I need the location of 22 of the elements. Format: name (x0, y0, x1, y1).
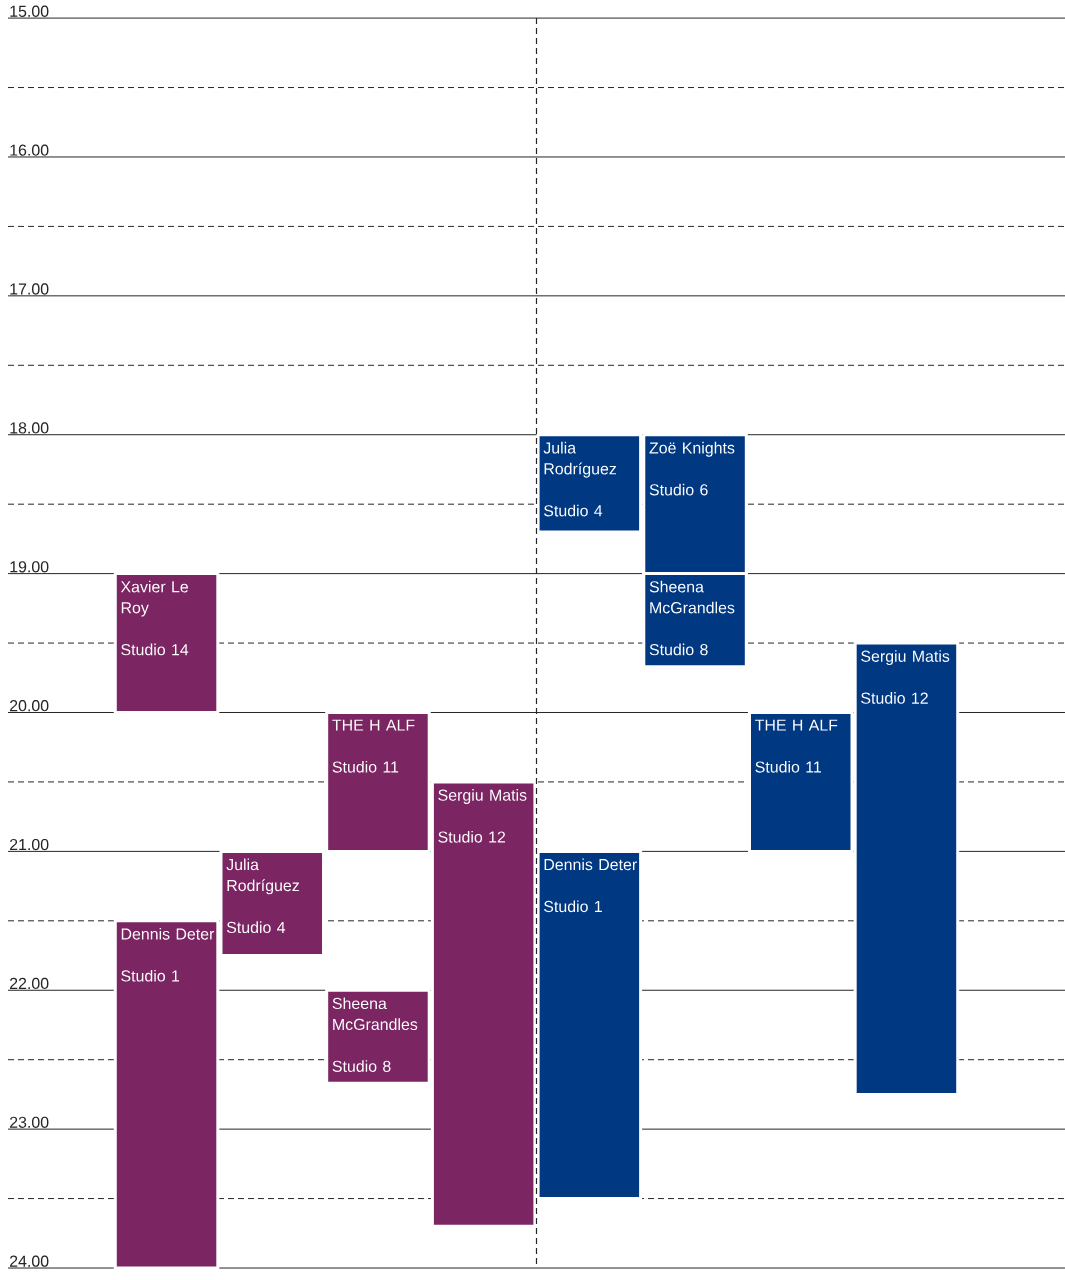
text: Dennis Deter Studio 1 (121, 927, 215, 982)
text: Dennis Deter Studio 1 (544, 858, 637, 913)
text: THE H ALF Studio 11 (755, 719, 838, 773)
y-tick-label: 21.00 (10, 838, 49, 851)
text: Sergiu Matis Studio 12 (438, 789, 527, 843)
y-tick-label: 24.00 (10, 1255, 49, 1267)
text: Zoë Knights Studio 6 (649, 441, 735, 496)
text: Sheena McGrandles Studio 8 (332, 997, 418, 1072)
y-tick-label: 19.00 (10, 561, 49, 573)
y-tick-label: 23.00 (10, 1116, 49, 1128)
text: Xavier Le Roy Studio 14 (120, 580, 189, 656)
y-tick-label: 20.00 (10, 700, 49, 712)
text: Sheena McGrandles Studio 8 (649, 580, 735, 656)
text: Julia Rodríguez Studio 4 (543, 441, 617, 517)
text: Julia Rodríguez Studio 4 (226, 858, 299, 934)
y-tick-label: 15.00 (10, 5, 49, 17)
y-tick-label: 17.00 (10, 283, 49, 295)
text: THE H ALF Studio 11 (332, 719, 415, 773)
y-tick-label: 16.00 (10, 144, 49, 156)
text: Sergiu Matis Studio 12 (861, 650, 950, 704)
y-tick-label: 22.00 (10, 977, 49, 990)
y-tick-label: 18.00 (10, 422, 49, 434)
